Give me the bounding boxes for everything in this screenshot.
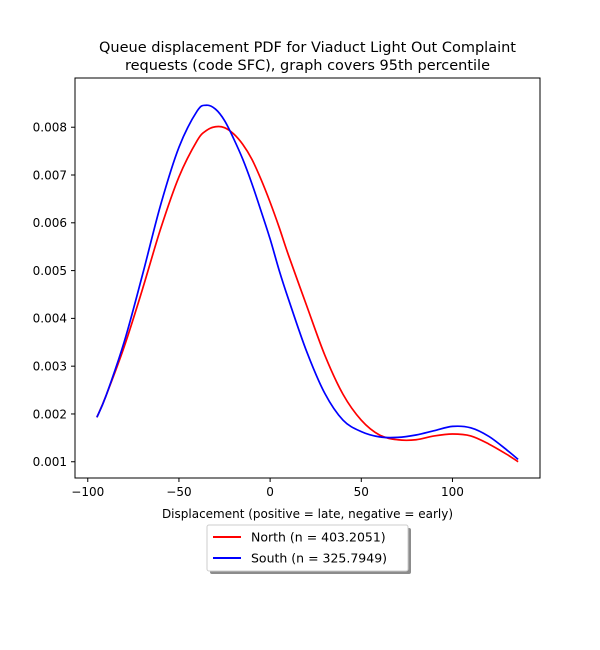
- y-tick-label: 0.005: [33, 264, 67, 278]
- x-tick-label: 100: [441, 485, 464, 499]
- x-tick-label: 0: [266, 485, 274, 499]
- y-tick-label: 0.008: [33, 121, 67, 135]
- legend-label-south: South (n = 325.7949): [251, 551, 387, 566]
- y-tick-label: 0.004: [33, 312, 67, 326]
- series-line-south: [96, 104, 519, 461]
- legend-box: [206, 524, 409, 572]
- y-tick-label: 0.003: [33, 359, 67, 373]
- x-axis-ticks: −100 −50 0 50 100: [71, 478, 464, 499]
- chart-title-line-1: Queue displacement PDF for Viaduct Light…: [99, 40, 516, 56]
- x-tick-label: −50: [166, 485, 191, 499]
- y-tick-label: 0.002: [33, 407, 67, 421]
- y-axis-ticks: 0.001 0.002 0.003 0.004 0.005 0.006 0.007 0.008: [33, 121, 75, 469]
- legend: North (n = 403.2051) South (n = 325.7949…: [206, 524, 411, 574]
- y-tick-label: 0.006: [33, 216, 67, 230]
- legend-label-north: North (n = 403.2051): [251, 530, 386, 545]
- y-tick-label: 0.001: [33, 455, 67, 469]
- plot-area: [74, 77, 541, 479]
- series-layer: [96, 104, 519, 463]
- series-line-north: [96, 125, 519, 463]
- chart-title-line-2: requests (code SFC), graph covers 95th p…: [125, 58, 490, 74]
- x-tick-label: 50: [354, 485, 369, 499]
- x-tick-label: −100: [71, 485, 104, 499]
- x-axis-label: Displacement (positive = late, negative …: [162, 507, 453, 521]
- y-tick-label: 0.007: [33, 168, 67, 182]
